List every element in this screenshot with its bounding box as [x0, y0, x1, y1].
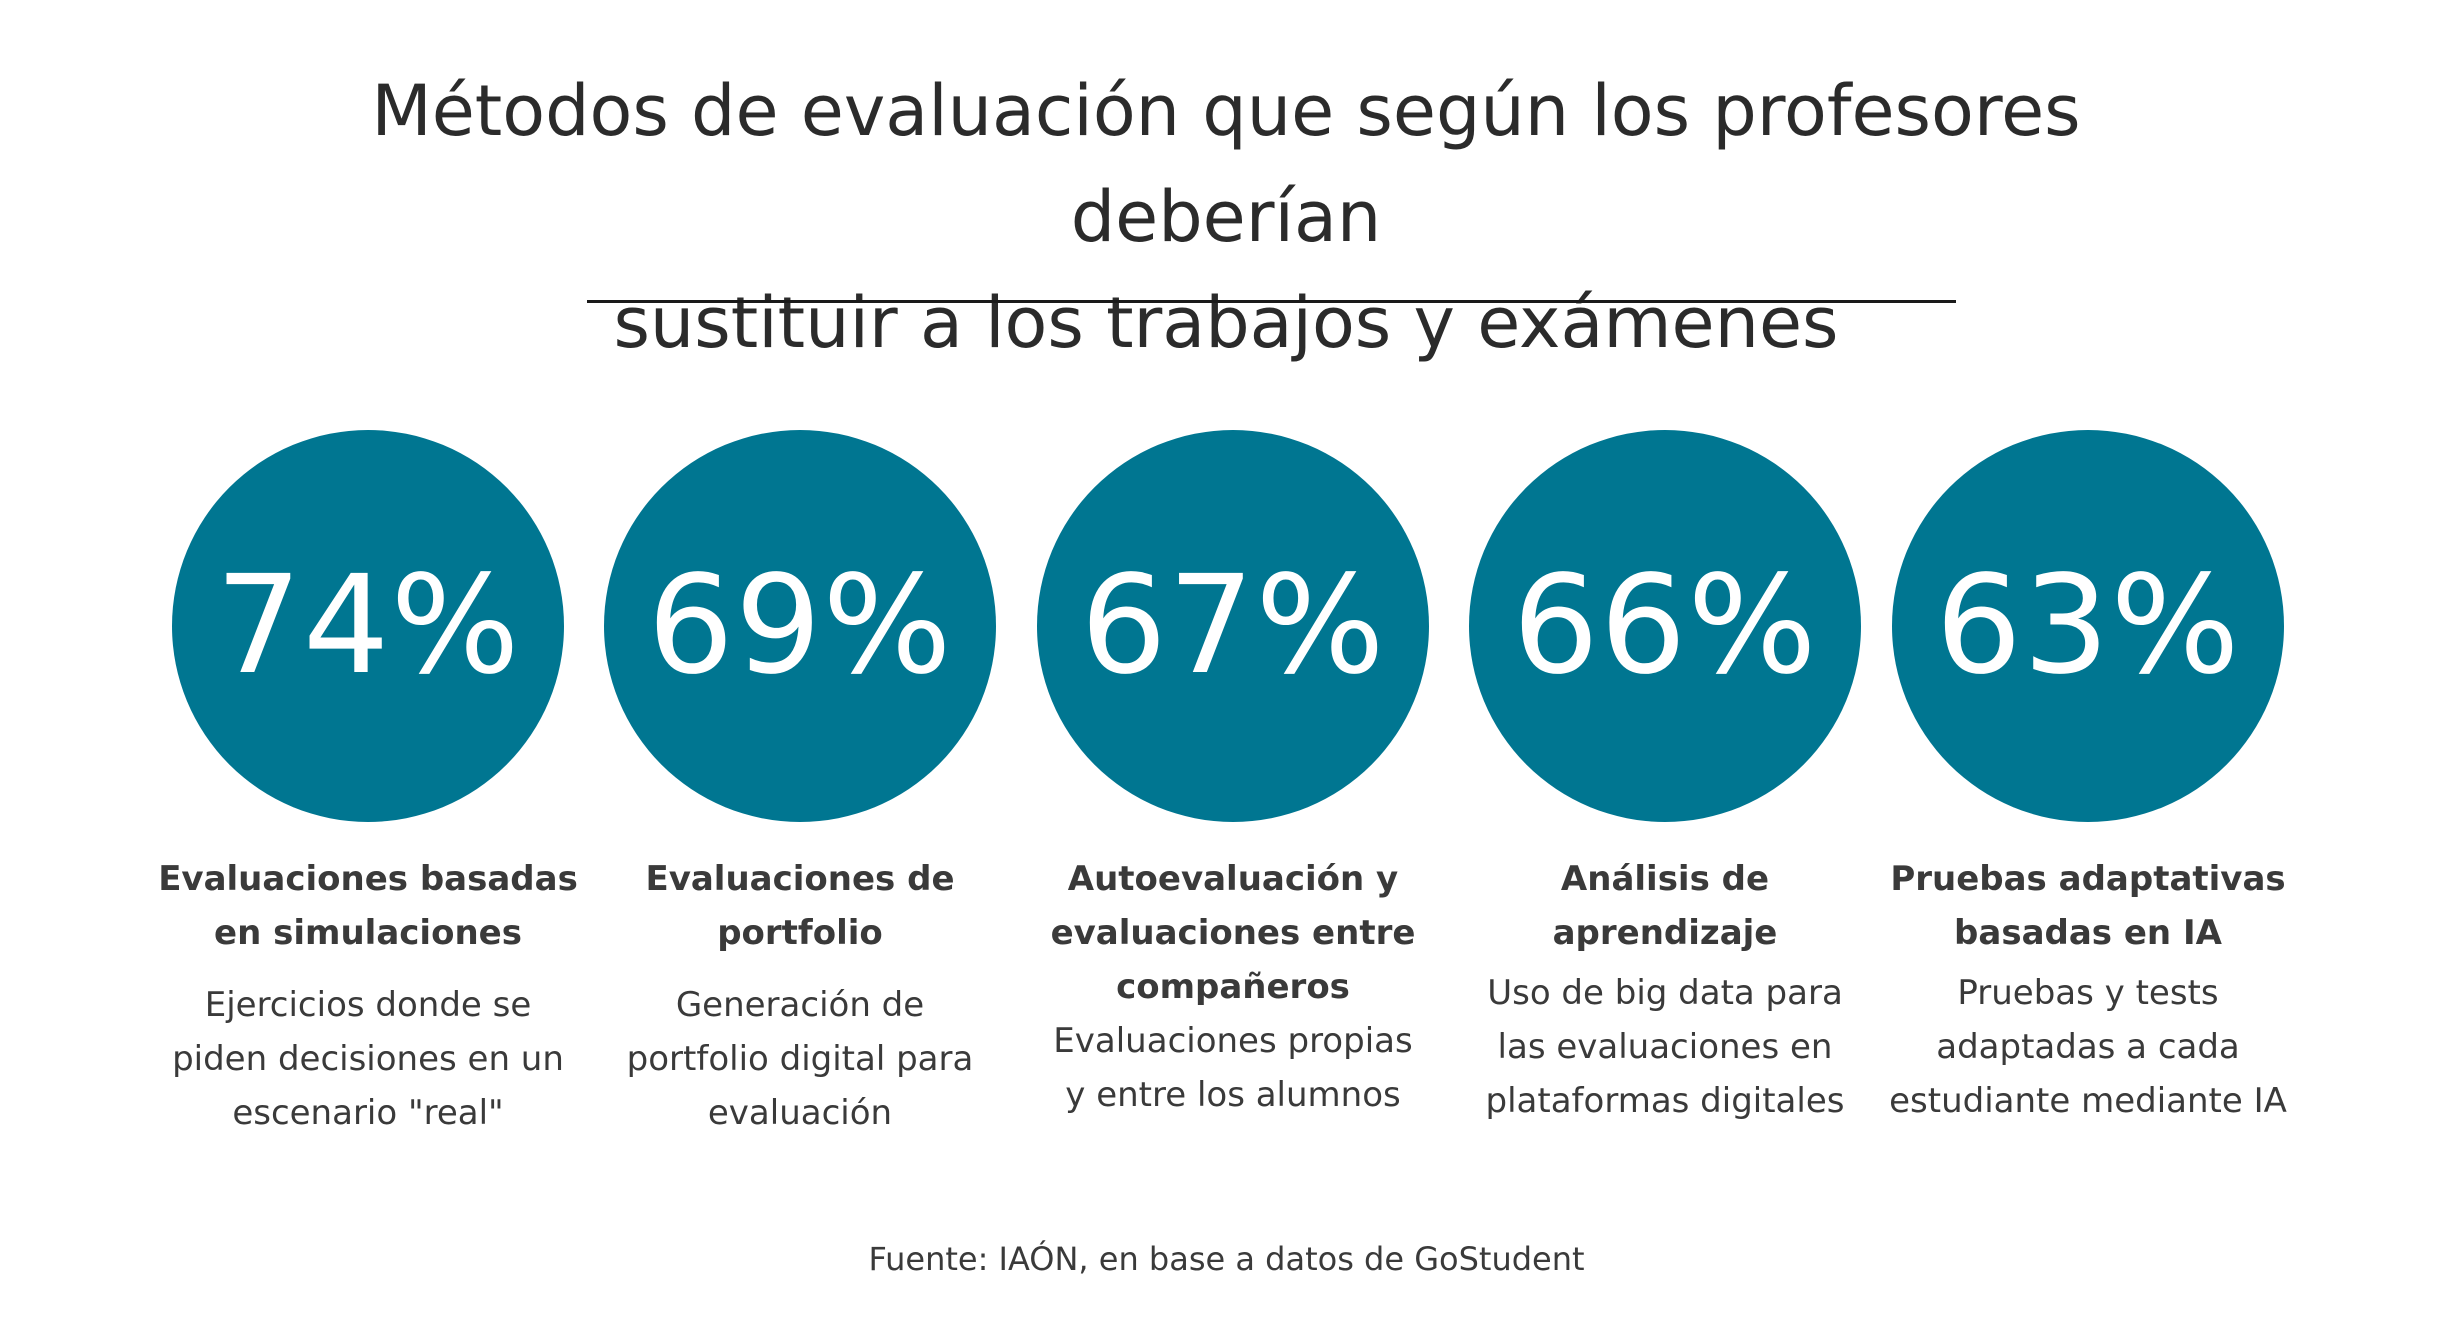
stat-label: Análisis de aprendizaje: [1455, 852, 1875, 960]
stat-label-line: Análisis de: [1560, 859, 1770, 899]
stat-label-line: evaluaciones entre: [1050, 913, 1416, 953]
stat-description-line: Pruebas y tests: [1957, 973, 2219, 1013]
stat-value: 66%: [1512, 547, 1818, 705]
stat-description-line: adaptadas a cada: [1936, 1027, 2240, 1067]
stat-description-line: Evaluaciones propias: [1053, 1021, 1413, 1061]
stat-description-line: estudiante mediante IA: [1889, 1081, 2287, 1121]
stat-circle: 74%: [172, 430, 564, 822]
stat-label: Evaluaciones de portfolio: [590, 852, 1010, 960]
stat-description-line: plataformas digitales: [1485, 1081, 1845, 1121]
stat-label: Evaluaciones basadas en simulaciones: [158, 852, 578, 960]
stat-description-line: evaluación: [707, 1093, 893, 1133]
stat-description-line: piden decisiones en un: [172, 1039, 564, 1079]
stat-description-line: Generación de: [675, 985, 925, 1025]
stat-description: Evaluaciones propias y entre los alumnos: [1023, 1014, 1443, 1122]
stat-label-line: en simulaciones: [214, 913, 522, 953]
stat-description: Generación de portfolio digital para evalu…: [590, 978, 1010, 1140]
stat-value: 69%: [647, 547, 953, 705]
source-note: Fuente: IAÓN, en base a datos de GoStude…: [868, 1240, 1585, 1278]
stat-label-line: basadas en IA: [1954, 913, 2222, 953]
stat-label-line: Autoevaluación y: [1067, 859, 1399, 899]
stat-description: Uso de big data para las evaluaciones en p…: [1455, 966, 1875, 1128]
stat-description: Pruebas y tests adaptadas a cada estudiant…: [1878, 966, 2298, 1128]
stat-label-line: compañeros: [1116, 967, 1350, 1007]
stat-circle: 67%: [1037, 430, 1429, 822]
stat-description-line: las evaluaciones en: [1497, 1027, 1833, 1067]
stat-label-line: Evaluaciones basadas: [158, 859, 578, 899]
stat-label: Autoevaluación y evaluaciones entre compañ…: [1023, 852, 1443, 1014]
stat-value: 67%: [1080, 547, 1386, 705]
stat-description: Ejercicios donde se piden decisiones en u…: [158, 978, 578, 1140]
stat-label: Pruebas adaptativas basadas en IA: [1878, 852, 2298, 960]
stat-circle: 66%: [1469, 430, 1861, 822]
stat-label-line: aprendizaje: [1552, 913, 1778, 953]
stat-description-line: y entre los alumnos: [1065, 1075, 1401, 1115]
stat-label-line: portfolio: [717, 913, 883, 953]
stat-description-line: portfolio digital para: [626, 1039, 974, 1079]
stat-circle: 63%: [1892, 430, 2284, 822]
stat-value: 74%: [215, 547, 521, 705]
chart-title: Métodos de evaluación que según los prof…: [226, 58, 2226, 376]
stat-label-line: Pruebas adaptativas: [1890, 859, 2286, 899]
stat-value: 63%: [1935, 547, 2241, 705]
stat-description-line: Ejercicios donde se: [204, 985, 532, 1025]
stat-label-line: Evaluaciones de: [645, 859, 955, 899]
chart-title-line-2: sustituir a los trabajos y exámenes: [613, 282, 1839, 364]
stat-description-line: Uso de big data para: [1487, 973, 1843, 1013]
chart-title-line-1: Métodos de evaluación que según los prof…: [371, 70, 2081, 258]
title-underline: [587, 300, 1956, 303]
stat-circle: 69%: [604, 430, 996, 822]
stat-description-line: escenario "real": [232, 1093, 504, 1133]
